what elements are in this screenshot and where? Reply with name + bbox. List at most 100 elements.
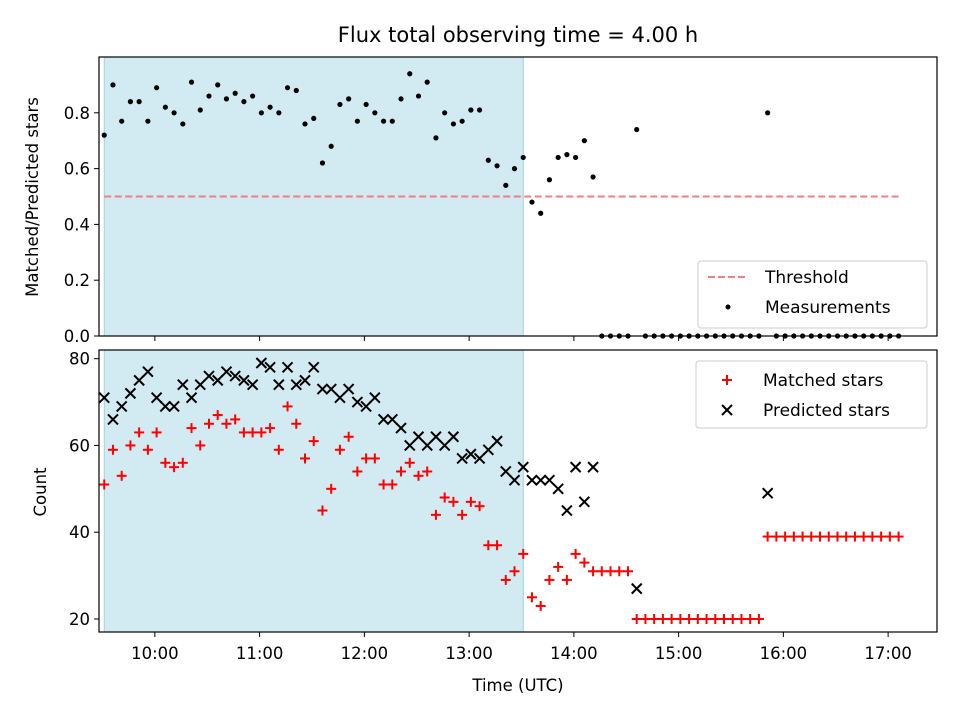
measurement-point [590,174,596,180]
matched-star-point [832,531,843,542]
measurement-point [319,160,326,166]
matched-star-point [317,505,328,516]
measurement-point [311,115,317,121]
matched-star-point [465,496,476,507]
matched-star-point [116,470,127,481]
predicted-star-point [412,431,425,443]
legend-matched-label: Matched stars [763,371,883,391]
measurement-point [485,157,491,163]
top-y-axis-label: Matched/Predicted stars [23,97,42,297]
matched-star-point [736,613,747,624]
predicted-star-point [578,496,591,508]
measurement-point [119,118,125,124]
measurement-point [162,104,168,110]
matched-star-point [195,440,206,451]
bottom-x-ticks: 10:00 11:00 12:00 13:00 14:00 15:00 16:00 17:00 [131,632,912,663]
predicted-star-point [351,396,364,408]
matched-star-point [404,457,415,468]
matched-star-point [657,613,668,624]
predicted-star-point [447,431,460,443]
shaded-window-rect [103,349,524,633]
predicted-star-point [386,413,399,426]
measurement-point [380,118,387,124]
matched-star-point [701,613,712,624]
matched-star-point [570,548,581,559]
measurement-point [145,118,151,124]
predicted-star-point [631,582,643,595]
matched-star-point [535,600,546,611]
measurement-point [503,182,509,188]
predicted-star-point [508,474,521,486]
matched-star-point [413,470,424,481]
top-shaded-window [103,56,524,337]
matched-star-point [300,453,311,464]
predicted-star-point [299,374,311,387]
predicted-star-point [281,361,294,374]
predicted-star-point [150,392,163,404]
predicted-star-point [561,504,573,517]
predicted-star-point [543,474,556,486]
matched-star-point [308,436,319,447]
measurement-point [136,99,142,105]
measurement-point [154,85,160,91]
matched-star-point [605,566,616,577]
predicted-star-point [133,374,145,387]
matched-star-point [553,561,564,572]
predicted-star-point [430,431,442,443]
bottom-plot-marks [98,357,904,624]
predicted-star-point [168,400,180,413]
matched-star-point [238,427,249,438]
predicted-star-point [194,379,206,391]
matched-star-point [151,427,162,438]
predicted-star-point [325,383,337,395]
legend-plus-mark [722,375,732,385]
matched-star-point [457,509,468,520]
matched-star-point [439,492,450,503]
measurement-point [433,135,439,141]
measurement-point [468,107,474,113]
matched-star-point [753,613,764,624]
predicted-star-point [220,365,233,378]
matched-star-point [579,557,590,568]
predicted-star-point [177,379,189,391]
matched-star-point [797,531,808,542]
matched-star-point [169,462,180,473]
measurement-point [302,121,308,127]
matched-star-point [334,444,345,455]
predicted-star-point [404,439,416,452]
predicted-star-point [473,452,486,465]
matched-star-point [727,613,738,624]
matched-star-point [282,401,293,412]
matched-star-point [596,566,607,577]
matched-star-point [509,566,520,577]
matched-star-point [247,427,258,438]
chart-title: Flux total observing time = 4.00 h [338,23,698,47]
measurement-point [328,143,334,149]
matched-star-point [526,592,537,603]
matched-star-point [134,427,145,438]
x-axis-label: Time (UTC) [471,676,563,695]
measurement-point [267,104,273,110]
legend-x-mark [721,404,733,416]
measurement-point [442,110,448,116]
measurement-point [215,82,221,88]
matched-star-point [675,613,686,624]
bottom-shaded-window [103,349,524,633]
measurement-point [171,110,177,116]
predicted-star-point [342,383,355,395]
matched-star-point [203,418,214,429]
matched-star-point [666,613,677,624]
predicted-star-point [517,461,529,473]
predicted-star-point [203,370,215,382]
matched-star-point [125,440,136,451]
predicted-star-point [124,387,137,400]
matched-star-point [492,540,503,551]
measurement-point [546,177,553,183]
predicted-star-point [465,448,477,460]
y-tick-label: 60 [69,436,90,455]
matched-star-point [849,531,860,542]
matched-star-point [273,444,284,455]
predicted-star-point [229,370,241,382]
x-tick-label: 12:00 [341,644,389,663]
